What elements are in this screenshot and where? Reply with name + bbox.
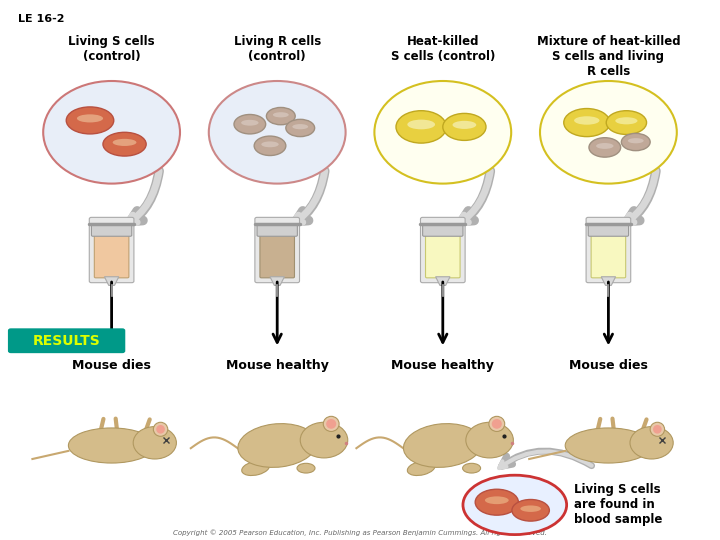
Ellipse shape [489,416,505,431]
Ellipse shape [653,425,662,434]
Ellipse shape [396,111,446,143]
Ellipse shape [574,116,600,125]
FancyBboxPatch shape [426,235,460,278]
Ellipse shape [463,463,481,473]
Ellipse shape [616,117,637,124]
Ellipse shape [266,107,295,125]
Ellipse shape [650,422,665,436]
Text: Copyright © 2005 Pearson Education, Inc. Publishing as Pearson Benjamin Cummings: Copyright © 2005 Pearson Education, Inc.… [173,529,547,536]
Ellipse shape [297,463,315,473]
Ellipse shape [589,138,621,157]
Ellipse shape [408,120,435,130]
Circle shape [630,427,673,459]
Ellipse shape [103,132,146,156]
Ellipse shape [68,428,155,463]
FancyBboxPatch shape [588,225,629,237]
Circle shape [374,81,511,184]
Circle shape [300,422,348,458]
Circle shape [466,422,513,458]
Text: Mouse dies: Mouse dies [72,359,151,372]
Ellipse shape [156,425,165,434]
FancyBboxPatch shape [260,235,294,278]
Text: Living S cells
are found in
blood sample: Living S cells are found in blood sample [574,483,662,526]
Ellipse shape [565,428,652,463]
Ellipse shape [408,461,435,476]
FancyBboxPatch shape [423,225,463,237]
Ellipse shape [512,500,549,521]
Ellipse shape [485,496,508,504]
Polygon shape [601,276,616,285]
Text: Living R cells
(control): Living R cells (control) [233,35,321,63]
Ellipse shape [403,423,482,468]
Ellipse shape [238,423,317,468]
Ellipse shape [596,143,613,149]
Ellipse shape [443,113,486,140]
FancyBboxPatch shape [255,217,300,283]
Ellipse shape [77,114,103,123]
Circle shape [133,427,176,459]
FancyBboxPatch shape [586,217,631,283]
Ellipse shape [475,489,518,515]
Ellipse shape [521,505,541,512]
Text: Mouse healthy: Mouse healthy [226,359,328,372]
Circle shape [209,81,346,184]
Ellipse shape [492,419,502,429]
Ellipse shape [606,111,647,134]
Ellipse shape [628,138,644,143]
Ellipse shape [153,422,168,436]
Polygon shape [436,276,450,285]
Ellipse shape [286,119,315,137]
Text: Heat-killed
S cells (control): Heat-killed S cells (control) [391,35,495,63]
Text: Mouse dies: Mouse dies [569,359,648,372]
Ellipse shape [241,120,258,126]
Polygon shape [104,276,119,285]
Text: Mixture of heat-killed
S cells and living
R cells: Mixture of heat-killed S cells and livin… [536,35,680,78]
FancyBboxPatch shape [8,328,125,353]
Ellipse shape [66,107,114,134]
FancyBboxPatch shape [257,225,297,237]
Ellipse shape [564,109,610,137]
Ellipse shape [261,141,279,147]
Text: Mouse healthy: Mouse healthy [392,359,494,372]
Text: LE 16-2: LE 16-2 [18,14,65,24]
Ellipse shape [112,139,137,146]
Ellipse shape [326,419,336,429]
Text: Living S cells
(control): Living S cells (control) [68,35,155,63]
Ellipse shape [292,124,308,129]
FancyBboxPatch shape [89,217,134,283]
Ellipse shape [453,121,477,129]
FancyBboxPatch shape [591,235,626,278]
Ellipse shape [323,416,339,431]
Polygon shape [270,276,284,285]
Ellipse shape [242,461,269,476]
Ellipse shape [463,475,567,535]
FancyBboxPatch shape [420,217,465,283]
FancyBboxPatch shape [91,225,132,237]
Ellipse shape [273,112,289,117]
Ellipse shape [621,133,650,151]
Circle shape [43,81,180,184]
Circle shape [540,81,677,184]
Text: RESULTS: RESULTS [33,334,101,348]
Ellipse shape [254,136,286,156]
FancyBboxPatch shape [94,235,129,278]
Ellipse shape [234,114,266,134]
